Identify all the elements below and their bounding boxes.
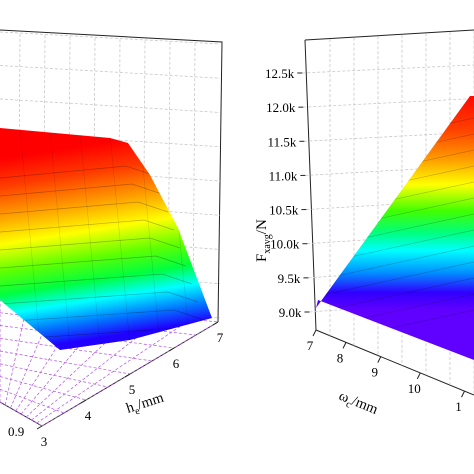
left-x-axis-title-unit: /mm bbox=[135, 390, 166, 414]
right-grid-line bbox=[303, 98, 474, 108]
left-grid-line bbox=[17, 33, 21, 321]
left-contour-line bbox=[49, 129, 71, 346]
right-x-tick bbox=[416, 372, 421, 380]
left-contour-line bbox=[139, 135, 161, 346]
right-x-tick-label: 10 bbox=[408, 381, 421, 396]
right-z-tick-label: 9.5k bbox=[278, 271, 301, 286]
right-x-tick bbox=[312, 329, 317, 337]
right-x-tick-label: 7 bbox=[307, 338, 314, 353]
left-contour-line bbox=[0, 309, 205, 323]
right-x-tick bbox=[342, 342, 347, 349]
right-x-tick-label: 8 bbox=[337, 350, 344, 365]
right-panel: 9.0k 9.5k 10.0k 10.5k 11.0k 11.5k 12.0k 12.5k 7… bbox=[254, 29, 474, 421]
right-x-axis-title-unit: /mm bbox=[349, 393, 380, 418]
right-x-axis-line bbox=[315, 329, 474, 396]
left-x-tick-label: 7 bbox=[217, 330, 224, 345]
right-z-tick-label: 11.0k bbox=[269, 168, 298, 183]
right-z-axis-title-main: F bbox=[254, 254, 270, 262]
right-grid-line bbox=[306, 198, 474, 210]
right-x-tick-label: 9 bbox=[372, 365, 379, 380]
right-axis-box bbox=[304, 29, 474, 396]
right-top-edge bbox=[304, 29, 474, 41]
left-back-wall-edge bbox=[0, 29, 223, 323]
left-floor-line bbox=[31, 316, 164, 421]
right-grid-line bbox=[302, 64, 474, 74]
left-y-tick-label: 0.9 bbox=[8, 424, 24, 439]
right-z-axis-title-sub: xavg bbox=[262, 234, 273, 253]
left-x-tick-label: 3 bbox=[41, 434, 48, 449]
left-contour-line bbox=[0, 201, 169, 215]
left-x-tick bbox=[212, 321, 219, 326]
right-z-tick-label: 12.0k bbox=[266, 100, 296, 115]
right-z-tick-label: 12.5k bbox=[265, 66, 295, 81]
left-floor-line bbox=[0, 376, 87, 401]
right-surface bbox=[316, 96, 474, 360]
left-x-tick bbox=[124, 373, 131, 378]
right-z-axis-title: Fxavg/N bbox=[254, 219, 273, 262]
right-x-tick bbox=[377, 356, 382, 363]
left-x-tick-label: 4 bbox=[85, 408, 92, 423]
left-contour-line bbox=[0, 183, 163, 197]
left-contour-line bbox=[0, 291, 199, 305]
left-x-tick-label: 5 bbox=[129, 382, 136, 397]
left-floor-line bbox=[0, 350, 131, 375]
right-z-tick-label: 10.0k bbox=[270, 237, 300, 252]
left-floor-line bbox=[0, 401, 43, 427]
right-z-ticks: 9.0k 9.5k 10.0k 10.5k 11.0k 11.5k 12.0k 12.5k bbox=[265, 66, 310, 320]
left-grid-line bbox=[0, 31, 221, 45]
right-z-tick-label: 9.0k bbox=[279, 305, 302, 320]
left-floor-line bbox=[0, 363, 109, 388]
right-x-axis-title: ωc/mm bbox=[335, 388, 380, 421]
left-contour-line bbox=[0, 165, 157, 179]
right-grid-line bbox=[307, 232, 474, 245]
left-contour-line bbox=[79, 131, 101, 346]
right-x-axis-title-sub: c bbox=[344, 399, 353, 411]
left-x-tick bbox=[168, 347, 175, 352]
left-x-ticks: 3 4 5 6 7 bbox=[36, 321, 224, 449]
right-z-axis-line bbox=[304, 39, 317, 331]
right-contour-line bbox=[316, 261, 474, 301]
left-contour-line bbox=[19, 128, 41, 346]
left-contour-line bbox=[0, 273, 193, 287]
left-x-tick-label: 6 bbox=[173, 356, 180, 371]
left-surface-contours bbox=[0, 128, 211, 346]
left-grid-line bbox=[0, 65, 221, 79]
right-x-ticks: 7 8 9 10 1 bbox=[307, 329, 465, 414]
left-floor-line bbox=[0, 388, 65, 414]
right-z-tick-label: 11.5k bbox=[268, 134, 297, 149]
left-contour-line bbox=[0, 255, 187, 269]
left-surface bbox=[0, 128, 212, 350]
left-floor-line bbox=[0, 337, 153, 362]
right-x-tick-label: 1 bbox=[455, 399, 462, 414]
left-contour-line bbox=[0, 219, 175, 233]
left-x-tick bbox=[36, 425, 43, 430]
left-contour-line bbox=[109, 133, 131, 346]
left-x-tick bbox=[80, 399, 87, 404]
left-x-axis-title-sub: e bbox=[134, 405, 142, 417]
left-y-tick-labels: 0.9 bbox=[8, 424, 24, 439]
left-grid-line bbox=[0, 98, 221, 113]
right-z-tick-label: 10.5k bbox=[269, 203, 299, 218]
right-x-tick bbox=[461, 390, 465, 398]
right-z-axis-title-unit: /N bbox=[254, 219, 270, 234]
left-contour-line bbox=[0, 237, 181, 251]
